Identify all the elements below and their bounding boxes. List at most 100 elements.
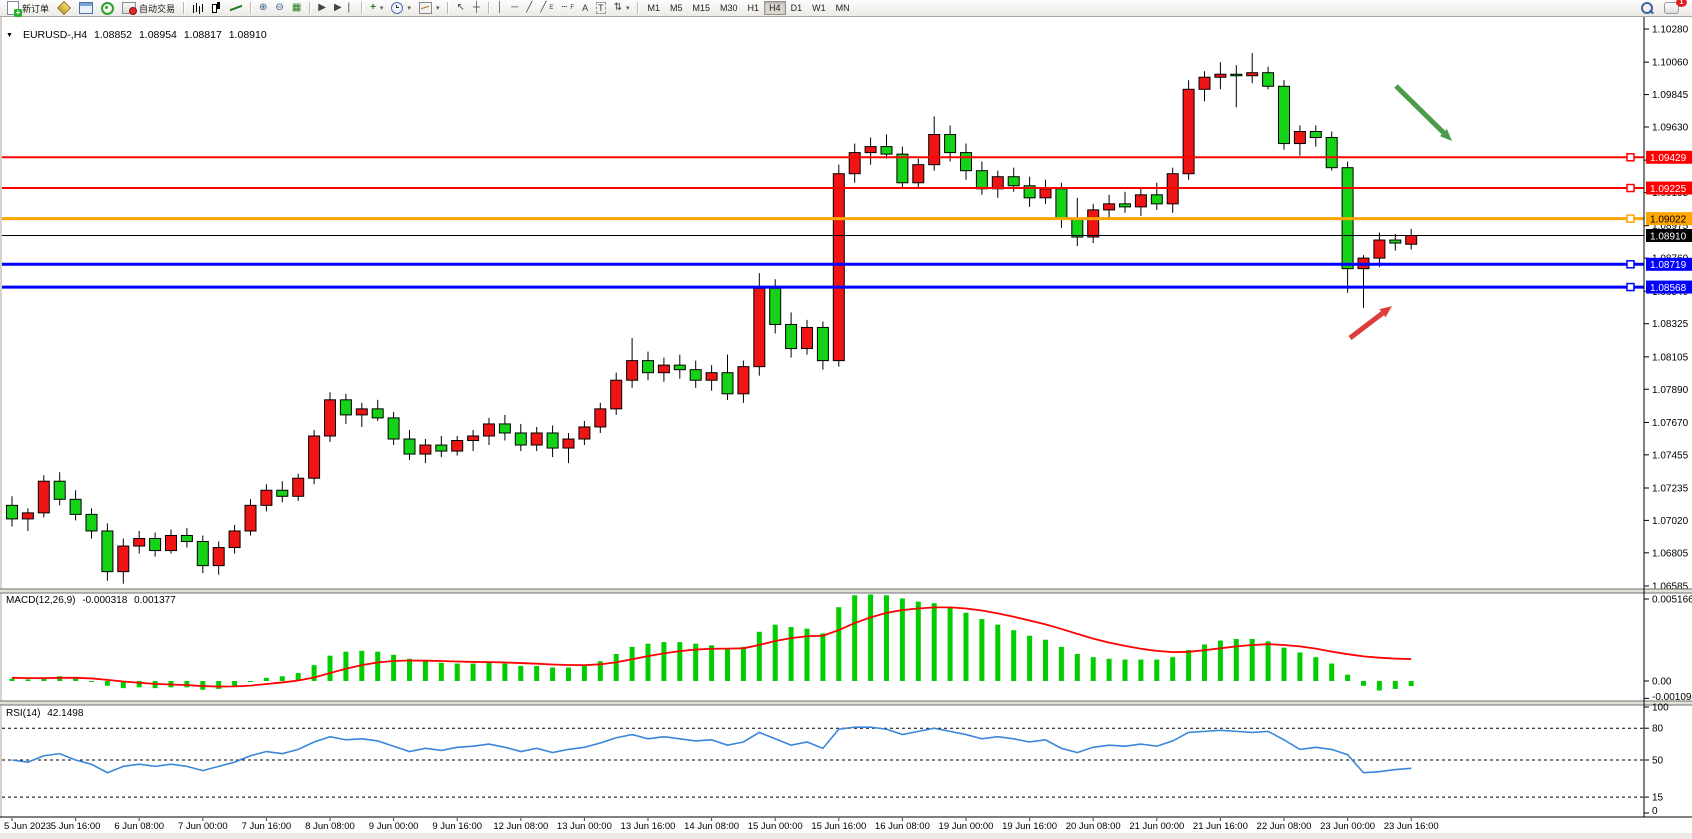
bar-chart-button[interactable] <box>188 1 207 15</box>
toolbar-separator <box>637 2 639 14</box>
cursor-icon: ↖ <box>456 2 465 13</box>
auto-scroll-button[interactable]: ▶ <box>314 1 330 15</box>
svg-text:1.09429: 1.09429 <box>1650 153 1687 164</box>
notifications-button[interactable]: 1 <box>1660 0 1687 15</box>
chart-shift-button[interactable]: ▶ ❘ <box>330 1 357 15</box>
toolbar: 新订单 自动交易 ⊕ ⊖ ▦ ▶ ▶❘ +▾ ▾ ▾ ↖ ┼ │ ─ ╱ ╱E … <box>0 0 1692 17</box>
toolbar-separator <box>309 2 311 14</box>
svg-text:1.08568: 1.08568 <box>1650 283 1687 294</box>
chart-shift-bar-icon: ❘ <box>344 2 354 13</box>
chart-open-value: 1.08852 <box>94 29 133 41</box>
chart-low-value: 1.08817 <box>183 29 222 41</box>
notification-bubble-icon <box>1664 2 1679 14</box>
svg-text:1.08325: 1.08325 <box>1652 319 1689 330</box>
svg-text:1.06805: 1.06805 <box>1652 548 1689 559</box>
new-order-icon <box>7 1 22 17</box>
macd-main-value: -0.000318 <box>82 595 128 606</box>
svg-text:1.10280: 1.10280 <box>1652 25 1689 36</box>
vertical-line-button[interactable]: │ <box>493 1 507 15</box>
periods-clock-icon <box>391 2 404 14</box>
toolbar-separator <box>183 2 185 14</box>
svg-text:20 Jun 08:00: 20 Jun 08:00 <box>1066 821 1121 832</box>
zoom-out-button[interactable]: ⊖ <box>271 1 287 15</box>
timeframe-m5-button[interactable]: M5 <box>665 1 688 15</box>
svg-text:19 Jun 00:00: 19 Jun 00:00 <box>939 821 994 832</box>
cursor-button[interactable]: ↖ <box>452 1 468 15</box>
candlestick-chart-button[interactable] <box>207 1 226 15</box>
toolbar-separator <box>361 2 363 14</box>
svg-text:1.08910: 1.08910 <box>1650 231 1687 242</box>
text-label-button[interactable]: T <box>592 1 610 15</box>
metaeditor-button[interactable] <box>53 0 75 16</box>
collapse-subwindow-icon[interactable] <box>6 29 19 41</box>
dropdown-caret-icon: ▾ <box>625 5 630 12</box>
svg-text:100: 100 <box>1652 703 1669 714</box>
svg-text:21 Jun 00:00: 21 Jun 00:00 <box>1129 821 1184 832</box>
signals-button[interactable] <box>97 1 118 15</box>
timeframe-m30-button[interactable]: M30 <box>715 1 743 15</box>
svg-text:5 Jun 2023: 5 Jun 2023 <box>4 821 51 832</box>
trendline-button[interactable]: ╱ <box>522 1 536 15</box>
line-chart-button[interactable] <box>226 1 246 15</box>
dropdown-caret-icon: ▾ <box>379 5 384 12</box>
fibonacci-button[interactable]: ┄ F <box>557 1 578 15</box>
notification-count-badge: 1 <box>1676 0 1687 7</box>
crosshair-button[interactable]: ┼ <box>469 1 484 15</box>
timeframe-m15-button[interactable]: M15 <box>688 1 716 15</box>
rsi-indicator-label: RSI(14) 42.1498 <box>6 708 87 719</box>
search-button[interactable] <box>1637 1 1660 15</box>
text-button[interactable]: A <box>578 1 592 15</box>
indicators-button[interactable]: + ▾ <box>366 1 387 15</box>
timeframe-m1-button[interactable]: M1 <box>642 1 665 15</box>
line-chart-icon <box>230 3 242 13</box>
new-order-label: 新订单 <box>22 3 50 14</box>
timeframe-h1-button[interactable]: H1 <box>743 1 765 15</box>
vertical-line-icon: │ <box>496 2 504 13</box>
horizontal-line-icon: ─ <box>511 2 519 13</box>
chart-shift-icon: ▶ <box>333 2 342 13</box>
svg-text:5 Jun 16:00: 5 Jun 16:00 <box>51 821 101 832</box>
zoom-in-button[interactable]: ⊕ <box>255 1 271 15</box>
data-window-button[interactable] <box>75 1 97 15</box>
svg-text:1.08105: 1.08105 <box>1652 352 1689 363</box>
timeframe-h4-button[interactable]: H4 <box>764 1 786 15</box>
timeframe-d1-button[interactable]: D1 <box>786 1 808 15</box>
signals-icon <box>101 1 115 15</box>
svg-text:15 Jun 16:00: 15 Jun 16:00 <box>811 821 866 832</box>
crosshair-icon: ┼ <box>472 2 480 13</box>
candlestick-chart-icon <box>211 2 222 14</box>
svg-text:1.09022: 1.09022 <box>1650 214 1687 225</box>
tile-windows-button[interactable]: ▦ <box>288 1 305 15</box>
timeframe-w1-button[interactable]: W1 <box>807 1 831 15</box>
svg-text:16 Jun 08:00: 16 Jun 08:00 <box>875 821 930 832</box>
fibonacci-letter: F <box>570 5 575 11</box>
equidistant-channel-button[interactable]: ╱ E <box>536 1 557 15</box>
svg-text:21 Jun 16:00: 21 Jun 16:00 <box>1193 821 1248 832</box>
timeframe-mn-button[interactable]: MN <box>831 1 855 15</box>
zoom-in-icon: ⊕ <box>259 2 268 13</box>
arrows-button[interactable]: ⇅ ▾ <box>610 1 634 15</box>
autotrading-button[interactable]: 自动交易 <box>118 1 179 15</box>
chart-ohlc-info: EURUSD-,H4 1.08852 1.08954 1.08817 1.089… <box>6 29 271 41</box>
new-order-button[interactable]: 新订单 <box>3 1 53 17</box>
svg-text:7 Jun 16:00: 7 Jun 16:00 <box>242 821 292 832</box>
horizontal-line-button[interactable]: ─ <box>507 1 522 15</box>
templates-icon <box>418 2 432 14</box>
svg-text:0: 0 <box>1652 806 1658 817</box>
toolbar-separator <box>487 2 489 14</box>
svg-text:9 Jun 16:00: 9 Jun 16:00 <box>432 821 482 832</box>
svg-text:1.06585: 1.06585 <box>1652 581 1689 592</box>
fibonacci-icon: ┄ <box>561 2 568 13</box>
macd-name: MACD(12,26,9) <box>6 595 76 606</box>
periods-button[interactable]: ▾ <box>387 1 415 15</box>
toolbar-separator <box>250 2 252 14</box>
svg-text:80: 80 <box>1652 724 1664 735</box>
svg-text:8 Jun 08:00: 8 Jun 08:00 <box>305 821 355 832</box>
svg-text:7 Jun 00:00: 7 Jun 00:00 <box>178 821 228 832</box>
svg-text:1.09630: 1.09630 <box>1652 122 1689 133</box>
svg-text:1.07455: 1.07455 <box>1652 450 1689 461</box>
templates-button[interactable]: ▾ <box>415 1 444 15</box>
dropdown-caret-icon: ▾ <box>407 5 411 12</box>
svg-text:1.09845: 1.09845 <box>1652 90 1689 101</box>
